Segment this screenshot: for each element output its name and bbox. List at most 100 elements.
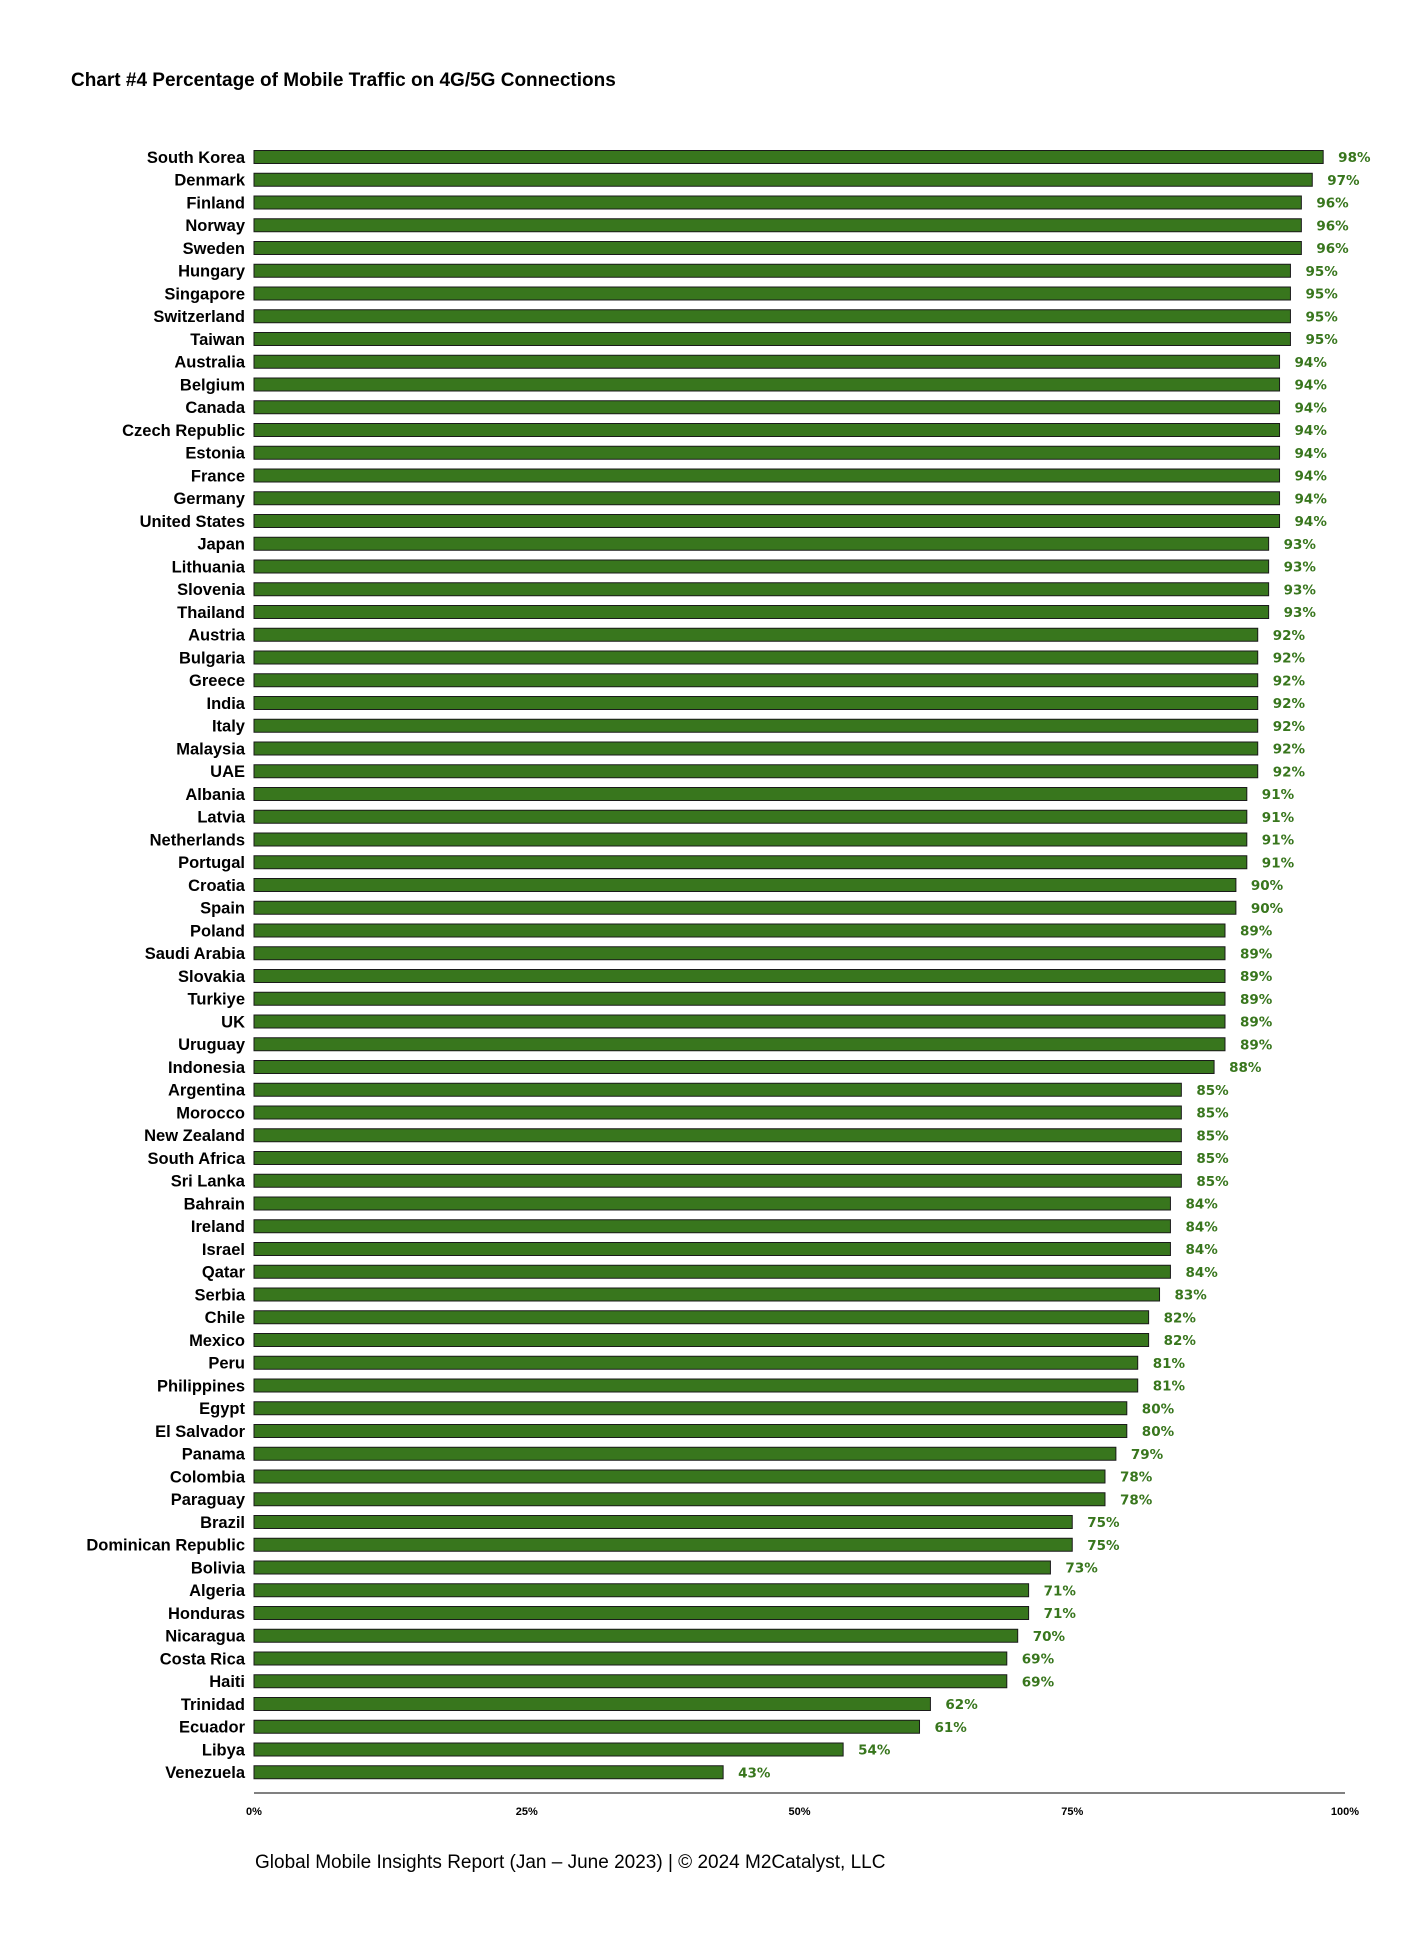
data-label: 93%: [1284, 582, 1317, 598]
category-label: Dominican Republic: [86, 1537, 245, 1555]
data-label: 92%: [1273, 719, 1306, 735]
category-label: Honduras: [168, 1605, 245, 1623]
bar: [253, 1151, 1182, 1165]
category-label: Colombia: [170, 1468, 246, 1486]
data-label: 94%: [1295, 378, 1328, 394]
data-label: 75%: [1087, 1538, 1120, 1554]
bar: [253, 1378, 1139, 1393]
bar: [253, 946, 1226, 961]
category-label: Malaysia: [176, 740, 246, 758]
data-label: 78%: [1120, 1470, 1153, 1486]
category-label: Spain: [200, 900, 245, 918]
data-label: 92%: [1273, 651, 1306, 667]
data-label: 83%: [1175, 1288, 1208, 1304]
data-label: 90%: [1251, 901, 1284, 917]
category-label: Denmark: [174, 172, 245, 190]
bar: [253, 1037, 1226, 1052]
bar: [253, 491, 1281, 506]
bar: [253, 855, 1248, 870]
category-label: Japan: [197, 536, 245, 554]
bar: [253, 1264, 1171, 1279]
bar: [253, 582, 1270, 597]
category-label: Lithuania: [172, 558, 246, 576]
data-label: 90%: [1251, 878, 1284, 894]
bar: [253, 514, 1281, 528]
bar: [253, 1219, 1171, 1234]
category-label: Argentina: [168, 1082, 246, 1100]
data-label: 98%: [1338, 150, 1371, 166]
category-label: Estonia: [185, 445, 245, 463]
data-label: 79%: [1131, 1447, 1164, 1463]
category-label: Italy: [212, 718, 246, 736]
bar: [253, 1628, 1019, 1643]
category-label: Sri Lanka: [171, 1173, 246, 1191]
x-tick-label: 25%: [516, 1806, 538, 1818]
category-label: Uruguay: [178, 1036, 246, 1054]
bar: [253, 605, 1270, 619]
data-label: 92%: [1273, 764, 1306, 780]
bar: [253, 1537, 1073, 1552]
bar: [253, 195, 1302, 210]
bar: [253, 445, 1281, 460]
category-label: Peru: [208, 1355, 245, 1373]
data-label: 84%: [1185, 1265, 1218, 1281]
x-tick-label: 75%: [1061, 1806, 1083, 1818]
data-label: 84%: [1185, 1197, 1218, 1213]
bar: [253, 241, 1302, 255]
data-label: 54%: [858, 1743, 891, 1759]
bar: [253, 1742, 844, 1757]
bar: [253, 1173, 1182, 1188]
category-label: Singapore: [164, 285, 245, 303]
data-label: 95%: [1305, 332, 1338, 348]
data-label: 85%: [1196, 1151, 1229, 1167]
category-label: Portugal: [178, 854, 245, 872]
category-label: Norway: [185, 217, 245, 235]
data-label: 92%: [1273, 673, 1306, 689]
bar: [253, 1128, 1182, 1143]
bar: [253, 1606, 1030, 1620]
bar: [253, 1765, 724, 1780]
category-label: Libya: [202, 1741, 246, 1759]
bar: [253, 718, 1259, 733]
x-tick-label: 100%: [1331, 1806, 1359, 1818]
category-label: Brazil: [200, 1514, 245, 1532]
data-label: 81%: [1153, 1356, 1186, 1372]
bar: [253, 764, 1259, 779]
bar: [253, 1469, 1106, 1484]
bar: [253, 309, 1291, 324]
bar: [253, 809, 1248, 824]
bar: [253, 423, 1281, 437]
data-label: 94%: [1295, 446, 1328, 462]
data-label: 91%: [1262, 855, 1295, 871]
data-label: 85%: [1196, 1083, 1229, 1099]
category-label: Czech Republic: [122, 422, 245, 440]
category-label: Haiti: [209, 1673, 245, 1691]
bar: [253, 1515, 1073, 1529]
bar: [253, 832, 1248, 847]
category-label: Bolivia: [191, 1559, 246, 1577]
bar: [253, 1060, 1215, 1074]
data-label: 69%: [1022, 1652, 1055, 1668]
x-tick-label: 50%: [788, 1806, 810, 1818]
category-label: Trinidad: [181, 1696, 245, 1714]
bars-layer: [253, 150, 1324, 1780]
data-label: 89%: [1240, 1037, 1273, 1053]
bar: [253, 172, 1313, 187]
category-labels: South Korea Denmark Finland Norway Sweden Hun…: [86, 149, 245, 1782]
bar: [253, 1583, 1030, 1598]
data-label: 88%: [1229, 1060, 1262, 1076]
bar: [253, 1333, 1150, 1347]
category-label: Israel: [202, 1241, 245, 1259]
category-label: Mexico: [189, 1332, 245, 1350]
category-label: Costa Rica: [160, 1650, 246, 1668]
bar: [253, 991, 1226, 1006]
category-label: Albania: [185, 786, 245, 804]
bar: [253, 1651, 1008, 1666]
category-label: UK: [221, 1013, 245, 1031]
data-label: 85%: [1196, 1106, 1229, 1122]
category-label: Algeria: [189, 1582, 246, 1600]
data-label: 70%: [1033, 1629, 1066, 1645]
category-label: Slovenia: [177, 581, 246, 599]
data-label: 89%: [1240, 924, 1273, 940]
category-label: Sweden: [183, 240, 245, 258]
